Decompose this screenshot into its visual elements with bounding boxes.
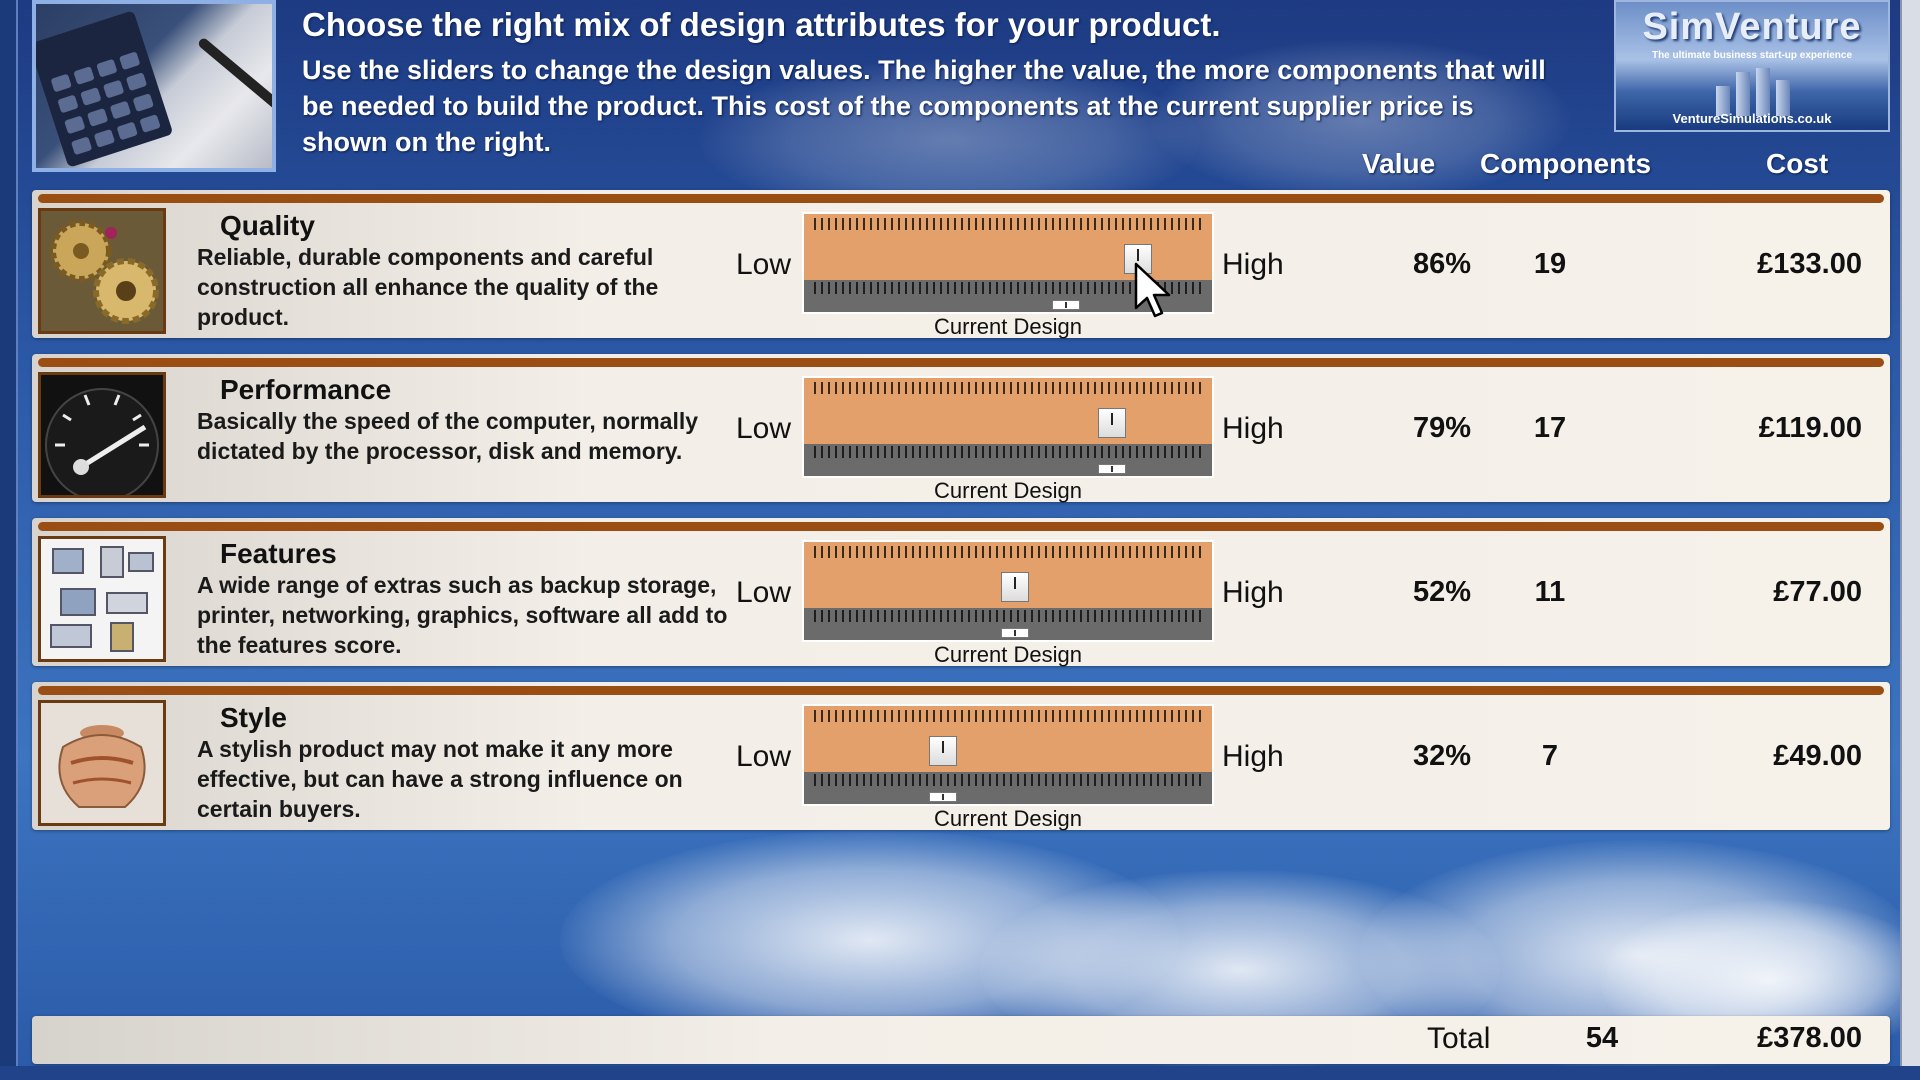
attribute-name: Features [220,538,337,569]
style-slider-handle[interactable] [929,736,958,766]
window-left-edge [0,0,18,1080]
panel-accent-bar [38,358,1884,367]
attribute-value: 86% [1412,248,1472,280]
attribute-components: 7 [1541,740,1559,772]
decorated-pot-icon [38,700,166,826]
slider-ticks [814,774,1202,786]
performance-slider[interactable] [802,376,1214,478]
total-components: 54 [1585,1022,1619,1054]
attribute-value: 32% [1412,740,1472,772]
computer-peripherals-icon [38,536,166,662]
attribute-components: 19 [1533,248,1567,280]
attribute-panel-performance: Performance Basically the speed of the c… [32,354,1890,503]
slider-ticks [814,710,1202,722]
target-track[interactable] [804,542,1212,608]
attribute-name: Performance [220,374,392,405]
current-design-track [804,772,1212,804]
total-cost: £378.00 [1757,1022,1862,1054]
attribute-components: 11 [1534,576,1566,608]
current-design-label: Current Design [934,806,1082,831]
slider-ticks [814,282,1202,294]
slider-low-label: Low [736,740,792,773]
slider-high-label: High [1222,740,1284,773]
features-slider[interactable] [802,540,1214,642]
instructions-text: Use the sliders to change the design val… [302,55,1546,157]
column-header-components: Components [1480,148,1652,179]
design-blueprint-image [32,0,276,172]
total-label: Total [1427,1022,1491,1055]
slider-ticks [814,382,1202,394]
attribute-description: A wide range of extras such as backup st… [197,572,728,658]
current-design-label: Current Design [934,642,1082,667]
slider-ticks [814,446,1202,458]
current-design-label: Current Design [934,314,1082,339]
mouse-pointer-icon [1134,262,1171,318]
target-track[interactable] [804,214,1212,280]
current-design-track [804,444,1212,476]
clockwork-gears-icon [38,208,166,334]
window-bottom-edge [0,1066,1920,1080]
simventure-logo: SimVenture The ultimate business start-u… [1614,0,1890,132]
current-design-marker [1001,628,1030,638]
slider-ticks [814,546,1202,558]
logo-url: VentureSimulations.co.uk [1672,111,1832,126]
attribute-description: Basically the speed of the computer, nor… [197,408,699,464]
attribute-cost: £77.00 [1773,576,1862,608]
panel-accent-bar [38,686,1884,695]
attribute-panel-features: Features A wide range of extras such as … [32,518,1890,667]
attribute-value: 52% [1412,576,1472,608]
attribute-name: Quality [220,210,315,241]
slider-low-label: Low [736,576,792,609]
attribute-cost: £133.00 [1757,248,1862,280]
attribute-cost: £119.00 [1758,412,1862,444]
slider-low-label: Low [736,412,792,445]
attribute-name: Style [220,702,287,733]
logo-brand: SimVenture [1642,6,1862,48]
slider-high-label: High [1222,248,1284,281]
logo-tagline: The ultimate business start-up experienc… [1651,50,1853,61]
style-slider[interactable] [802,704,1214,806]
current-design-track [804,608,1212,640]
current-design-marker [929,792,958,802]
attribute-description: Reliable, durable components and careful… [197,244,659,330]
attribute-panel-quality: Quality Reliable, durable components and… [32,190,1890,339]
attribute-panel-style: Style A stylish product may not make it … [32,682,1890,831]
slider-high-label: High [1222,576,1284,609]
attribute-cost: £49.00 [1773,740,1862,772]
total-row: Total 54 £378.00 [32,1016,1890,1064]
column-header-value: Value [1362,148,1436,179]
current-design-label: Current Design [934,478,1082,503]
column-header-cost: Cost [1766,148,1829,179]
current-design-marker [1098,464,1127,474]
slider-low-label: Low [736,248,792,281]
current-design-marker [1051,300,1080,310]
quality-slider-handle[interactable] [1123,244,1152,274]
features-slider-handle[interactable] [1001,572,1030,602]
speedometer-icon [38,372,166,498]
window-scrollbar[interactable] [1900,0,1920,1080]
city-towers-icon [1706,68,1806,116]
page-title: Choose the right mix of design attribute… [302,6,1221,43]
performance-slider-handle[interactable] [1098,408,1127,438]
slider-ticks [814,610,1202,622]
attribute-description: A stylish product may not make it any mo… [197,736,683,822]
panel-accent-bar [38,194,1884,203]
slider-high-label: High [1222,412,1284,445]
attribute-value: 79% [1412,412,1472,444]
panel-accent-bar [38,522,1884,531]
slider-ticks [814,218,1202,230]
quality-slider[interactable] [802,212,1214,314]
target-track[interactable] [804,706,1212,772]
attribute-components: 17 [1533,412,1567,444]
target-track[interactable] [804,378,1212,444]
